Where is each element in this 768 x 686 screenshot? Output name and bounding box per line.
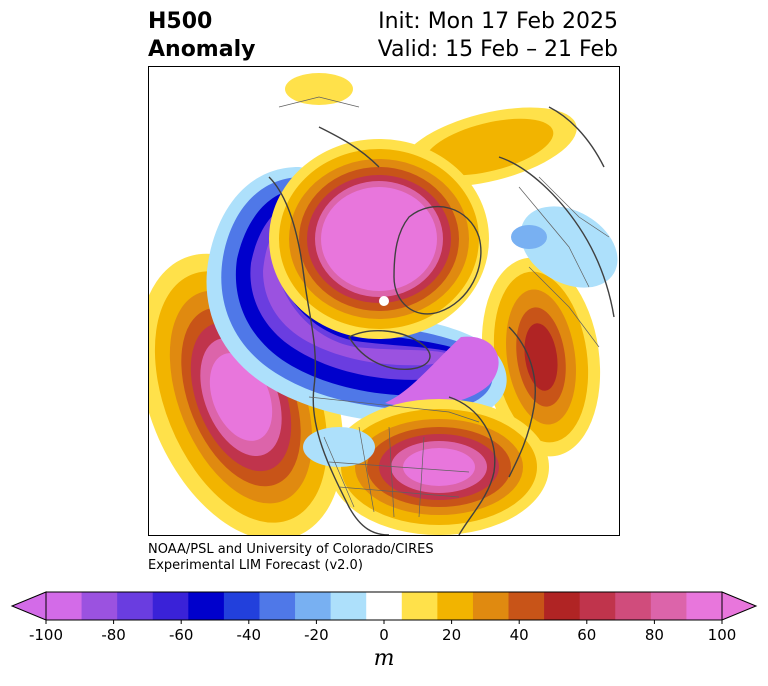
date-block: Init: Mon 17 Feb 2025 Valid: 15 Feb – 21… bbox=[378, 8, 618, 64]
colorbar bbox=[10, 591, 758, 624]
colorbar-tick-label: -40 bbox=[236, 626, 262, 644]
colorbar-tick-label: 20 bbox=[442, 626, 462, 644]
colorbar-segment bbox=[188, 592, 225, 620]
colorbar-segment bbox=[508, 592, 545, 620]
credits-line2: Experimental LIM Forecast (v2.0) bbox=[148, 558, 363, 573]
coastlines bbox=[268, 106, 615, 535]
credits-line1: NOAA/PSL and University of Colorado/CIRE… bbox=[148, 542, 434, 557]
title-block: H500 Anomaly bbox=[148, 8, 255, 64]
positive-anomaly-southeast-us bbox=[329, 399, 549, 535]
political-boundaries bbox=[278, 96, 610, 518]
colorbar-segment bbox=[295, 592, 332, 620]
colorbar-segment bbox=[437, 592, 474, 620]
colorbar-tick-label: -100 bbox=[28, 626, 64, 644]
title-field: Anomaly bbox=[148, 37, 256, 62]
colorbar-segment bbox=[152, 592, 189, 620]
colorbar-segment bbox=[544, 592, 581, 620]
colorbar-units: m bbox=[373, 646, 395, 671]
colorbar-segment bbox=[579, 592, 616, 620]
colorbar-segment bbox=[223, 592, 260, 620]
colorbar-segment bbox=[615, 592, 652, 620]
positive-anomaly-east-atlantic bbox=[481, 257, 601, 457]
colorbar-segment bbox=[81, 592, 118, 620]
title-variable: H500 bbox=[148, 9, 213, 34]
colorbar-tick-label: -20 bbox=[304, 626, 329, 644]
colorbar-segment bbox=[650, 592, 687, 620]
colorbar-tick-label: 60 bbox=[577, 626, 597, 644]
colorbar-tick-label: 0 bbox=[379, 626, 389, 644]
colorbar-segment bbox=[117, 592, 154, 620]
colorbar-segment bbox=[686, 592, 723, 620]
colorbar-tick-label: 80 bbox=[644, 626, 664, 644]
positive-anomaly-greenland bbox=[269, 139, 489, 339]
colorbar-segment bbox=[259, 592, 296, 620]
credits: NOAA/PSL and University of Colorado/CIRE… bbox=[148, 542, 434, 574]
colorbar-segment bbox=[401, 592, 438, 620]
colorbar-tick-label: 40 bbox=[509, 626, 529, 644]
colorbar-tick-label: 100 bbox=[707, 626, 737, 644]
colorbar-under-arrow bbox=[10, 591, 47, 621]
valid-range: Valid: 15 Feb – 21 Feb bbox=[377, 37, 618, 62]
colorbar-tick-label: -80 bbox=[101, 626, 126, 644]
colorbar-segment bbox=[472, 592, 510, 620]
colorbar-segment bbox=[46, 592, 83, 620]
init-date: Init: Mon 17 Feb 2025 bbox=[378, 9, 618, 34]
negative-anomaly-southwest-us bbox=[303, 427, 375, 467]
colorbar-tick-label: -60 bbox=[168, 626, 194, 644]
anomaly-map bbox=[148, 66, 620, 536]
colorbar-over-arrow bbox=[721, 591, 758, 621]
colorbar-segment bbox=[366, 592, 403, 620]
colorbar-segment bbox=[330, 592, 367, 620]
